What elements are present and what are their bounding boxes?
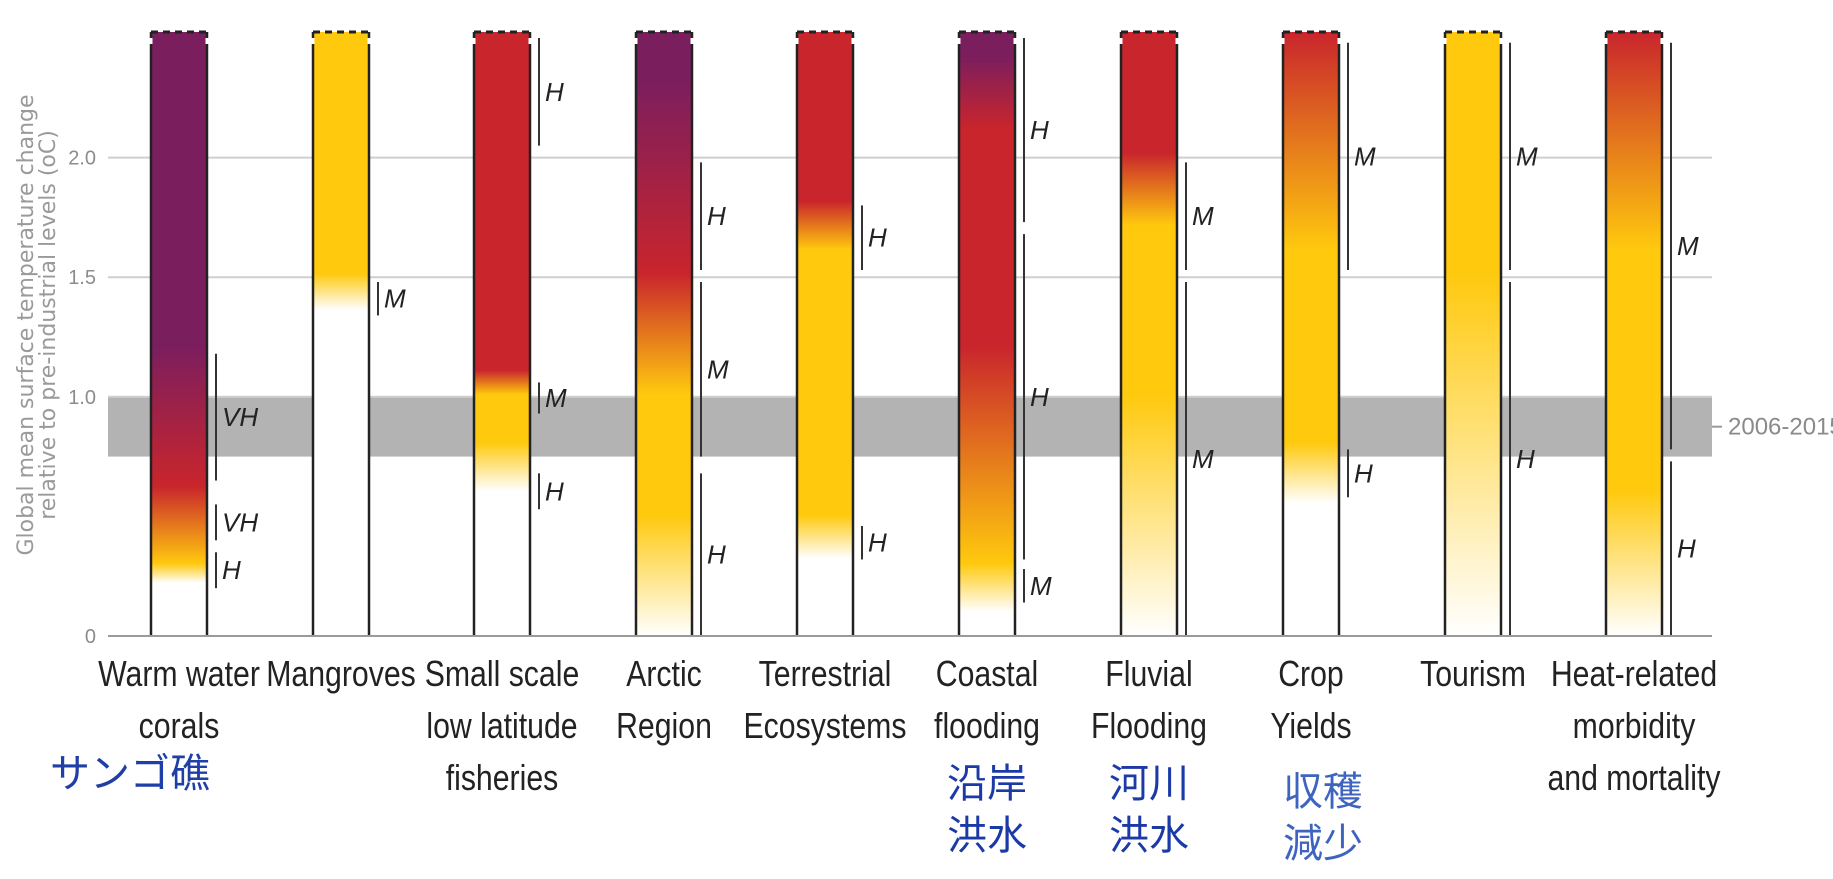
confidence-label: H	[1516, 444, 1535, 474]
y-tick-label: 0	[85, 626, 96, 648]
category-label: Coastal	[936, 655, 1039, 695]
category-label: and mortality	[1547, 759, 1720, 799]
category-label: fisheries	[446, 759, 559, 799]
confidence-label: H	[707, 540, 726, 570]
confidence-label: H	[222, 555, 241, 585]
confidence-label: M	[1516, 141, 1538, 171]
category-label: morbidity	[1573, 707, 1696, 747]
confidence-label: M	[707, 354, 729, 384]
category-label: Yields	[1270, 707, 1351, 747]
category-label: Fluvial	[1105, 655, 1192, 695]
confidence-label: H	[868, 223, 887, 253]
risk-bar	[474, 32, 530, 636]
category-label: low latitude	[426, 707, 577, 747]
category-label: Terrestrial	[759, 655, 892, 695]
risk-bar	[636, 32, 692, 636]
confidence-label: M	[1030, 571, 1052, 601]
risk-bar-group: HM	[1443, 30, 1538, 636]
risk-bar	[959, 32, 1015, 636]
japanese-annotation: 減少	[1283, 821, 1363, 867]
japanese-annotation: 洪水	[947, 813, 1027, 859]
category-label: Warm water	[98, 655, 260, 695]
confidence-label: H	[1677, 534, 1696, 564]
risk-bar-group: HM	[1604, 30, 1699, 636]
category-label: Arctic	[626, 655, 702, 695]
japanese-annotation: 沿岸	[947, 761, 1027, 807]
risk-bar-group: H VH VH	[149, 30, 258, 636]
category-label: Flooding	[1091, 707, 1207, 747]
risk-bar	[1121, 32, 1177, 636]
japanese-annotation: 収穫	[1283, 769, 1363, 815]
y-axis-label-line-1: Global mean surface temperature change	[14, 94, 39, 555]
category-label: Heat-related	[1551, 655, 1717, 695]
category-label: Region	[616, 707, 712, 747]
y-axis-label-line-2: relative to pre-industrial levels (oC)	[36, 130, 61, 520]
confidence-label: M	[545, 383, 567, 413]
confidence-label: H	[545, 77, 564, 107]
y-tick-label: 1.0	[68, 387, 96, 409]
confidence-label: H	[707, 201, 726, 231]
confidence-label: H	[1030, 115, 1049, 145]
risk-bar-group: HH	[795, 30, 887, 636]
axis-layer: 0 1.0 1.5 2.0	[68, 148, 1712, 648]
category-label: Small scale	[425, 655, 580, 695]
reference-band-label: 2006-2015	[1728, 414, 1833, 441]
confidence-label: M	[384, 284, 406, 314]
risk-bar	[313, 32, 369, 636]
japanese-annotation: サンゴ礁	[50, 751, 210, 797]
y-tick-label: 1.5	[68, 267, 96, 289]
confidence-label: H	[1354, 458, 1373, 488]
category-label: Mangroves	[266, 655, 416, 695]
risk-bar	[1606, 32, 1662, 636]
confidence-label: M	[1677, 231, 1699, 261]
risk-bar	[1445, 32, 1501, 636]
confidence-label: H	[1030, 382, 1049, 412]
risk-bar-group: MM	[1119, 30, 1214, 636]
risk-bar-group: HM	[1281, 30, 1376, 636]
risk-bar	[151, 32, 207, 636]
confidence-label: M	[1192, 201, 1214, 231]
japanese-annotation: 洪水	[1109, 813, 1189, 859]
risk-bar	[797, 32, 853, 636]
category-label: Ecosystems	[744, 707, 907, 747]
category-label: Crop	[1278, 655, 1344, 695]
risk-bar-group: M	[311, 30, 406, 636]
japanese-annotation: 河川	[1109, 761, 1189, 807]
category-label: corals	[139, 707, 220, 747]
risk-bar-group: M H H	[957, 30, 1052, 636]
confidence-label: M	[1354, 141, 1376, 171]
category-label: flooding	[934, 707, 1040, 747]
confidence-label: H	[545, 476, 564, 506]
risk-bar	[1283, 32, 1339, 636]
confidence-label: M	[1192, 444, 1214, 474]
confidence-label: VH	[222, 402, 258, 432]
confidence-label: H	[868, 528, 887, 558]
risk-bar-group: H M H	[634, 30, 729, 636]
y-tick-label: 2.0	[68, 148, 96, 170]
confidence-label: VH	[222, 507, 258, 537]
risk-bar-group: H M H	[472, 30, 567, 636]
category-label: Tourism	[1420, 655, 1526, 695]
